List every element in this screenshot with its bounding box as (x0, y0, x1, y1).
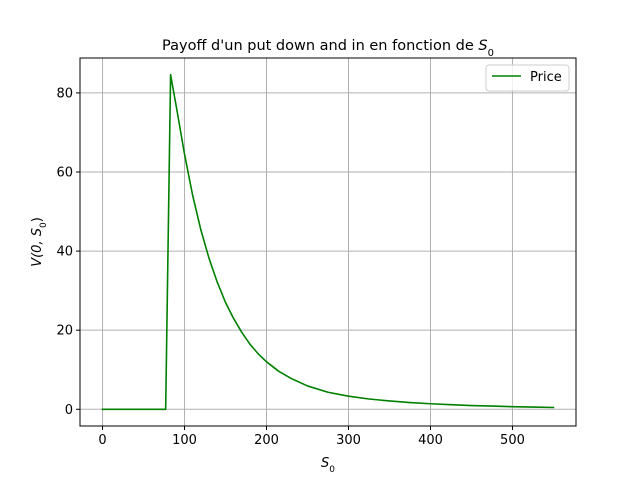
y-axis-label-prefix: V(0, (30, 236, 45, 267)
x-tick-label: 0 (98, 433, 106, 448)
series-line-price (101, 73, 555, 411)
plot-lines (101, 73, 555, 411)
y-tick-label: 60 (56, 166, 73, 181)
y-axis-label-var: S (30, 228, 45, 236)
chart-title-var: S (478, 38, 487, 54)
x-axis-label-sub: 0 (329, 465, 335, 475)
chart-title: Payoff d'un put down and in en fonction … (162, 38, 494, 59)
y-tick-label: 40 (56, 245, 73, 260)
x-tick-label: 300 (336, 433, 361, 448)
x-axis-label: S0 (321, 456, 335, 475)
y-axis-label-sub: 0 (39, 222, 49, 228)
y-tick-label: 20 (56, 324, 73, 339)
y-axis-label: V(0, S0) (30, 217, 49, 267)
grid (80, 58, 576, 426)
x-tick-label: 200 (254, 433, 279, 448)
legend-label-price: Price (530, 70, 562, 85)
ticks: 0 100 200 300 400 500 0 20 40 60 80 (56, 86, 524, 448)
x-tick-label: 500 (500, 433, 525, 448)
chart-title-text: Payoff d'un put down and in en fonction … (162, 38, 478, 54)
legend: Price (485, 64, 570, 92)
legend-box (485, 64, 570, 92)
chart-title-sub: 0 (488, 48, 494, 59)
y-tick-label: 0 (65, 403, 73, 418)
x-tick-label: 100 (172, 433, 197, 448)
plot-frame (79, 57, 577, 427)
x-tick-label: 400 (418, 433, 443, 448)
x-axis-label-var: S (321, 456, 329, 471)
y-tick-label: 80 (56, 86, 73, 101)
y-axis-label-suffix: ) (30, 217, 45, 222)
